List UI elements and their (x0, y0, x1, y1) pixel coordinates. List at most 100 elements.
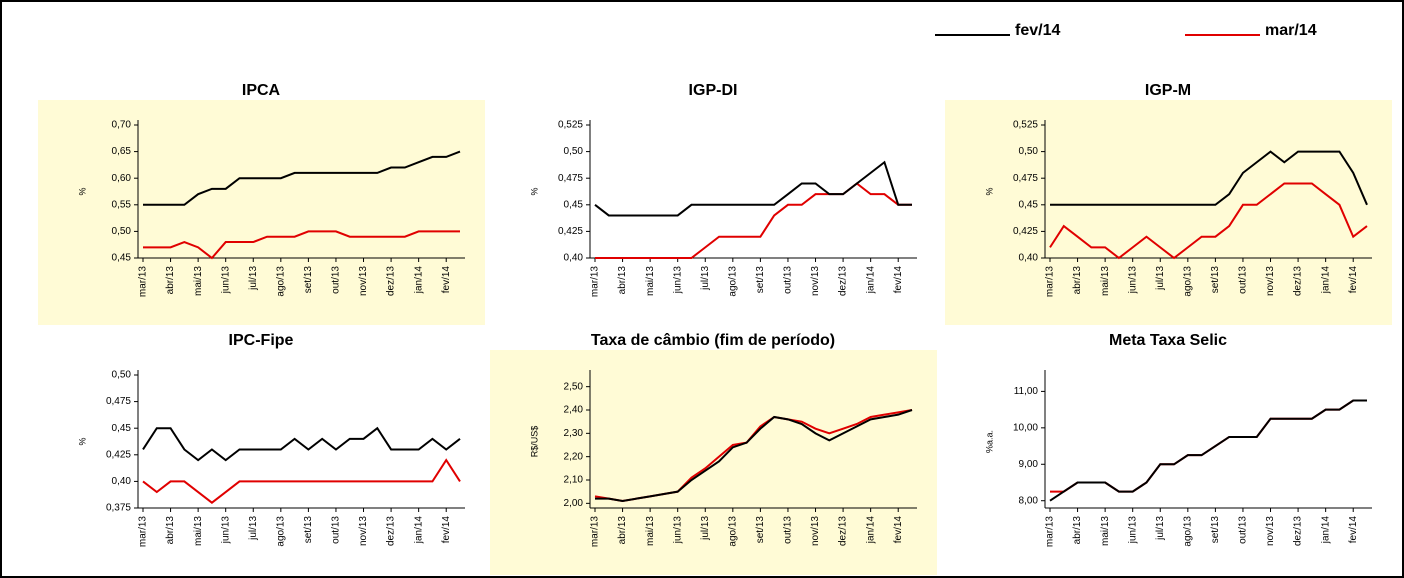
y-axis-label: %a.a. (984, 430, 994, 453)
x-tick-label: jan/14 (1320, 516, 1331, 545)
x-tick-label: fev/14 (1348, 516, 1359, 544)
chart-title: Meta Taxa Selic (1109, 332, 1227, 349)
y-tick-label: 0,50 (1019, 146, 1039, 157)
y-tick-label: 0,40 (112, 476, 132, 487)
y-tick-label: 0,40 (1019, 253, 1039, 264)
series-line (143, 150, 461, 206)
panel-background (38, 350, 485, 575)
y-tick-label: 0,475 (1013, 173, 1038, 184)
x-tick-label: jul/13 (700, 266, 711, 291)
y-axis-label: % (529, 187, 539, 195)
y-tick-label: 11,00 (1014, 386, 1039, 397)
chart-title: Taxa de câmbio (fim de período) (591, 332, 835, 349)
x-tick-label: out/13 (783, 266, 794, 294)
x-tick-label: nov/13 (810, 516, 821, 546)
y-tick-label: 0,425 (1013, 226, 1038, 237)
x-tick-label: mai/13 (645, 516, 656, 546)
x-tick-label: mar/13 (590, 266, 601, 298)
x-tick-label: out/13 (783, 516, 794, 544)
x-tick-label: mar/13 (138, 266, 149, 298)
x-tick-label: mai/13 (645, 266, 656, 296)
x-tick-label: mai/13 (193, 266, 204, 296)
x-tick-label: jun/13 (220, 266, 231, 295)
y-tick-label: 10,00 (1013, 422, 1038, 433)
y-tick-label: 2,40 (564, 405, 584, 416)
x-tick-label: dez/13 (1293, 516, 1304, 546)
x-tick-label: jul/13 (248, 516, 259, 541)
legend-label: mar/14 (1265, 22, 1317, 39)
x-tick-label: abr/13 (165, 266, 176, 295)
x-tick-label: abr/13 (1072, 266, 1083, 295)
x-tick-label: out/13 (331, 516, 342, 544)
x-tick-label: fev/14 (1348, 266, 1359, 294)
x-tick-label: mai/13 (1100, 266, 1111, 296)
series-line (1049, 399, 1367, 502)
y-axis-label: % (77, 187, 87, 195)
y-tick-label: 2,30 (564, 428, 584, 439)
y-tick-label: 0,55 (112, 199, 132, 210)
y-tick-label: 0,45 (564, 199, 584, 210)
x-tick-label: nov/13 (1265, 266, 1276, 296)
series-line (1049, 182, 1368, 260)
chart-title: IPC-Fipe (229, 332, 294, 349)
x-tick-label: jan/14 (413, 516, 424, 545)
x-tick-label: abr/13 (617, 516, 628, 545)
x-tick-label: abr/13 (1072, 516, 1083, 545)
x-tick-label: nov/13 (358, 516, 369, 546)
panel-background (38, 100, 485, 325)
series-line (1050, 150, 1368, 206)
chart-title: IGP-DI (689, 82, 738, 99)
y-tick-label: 0,475 (106, 396, 131, 407)
y-tick-label: 0,50 (112, 226, 132, 237)
x-tick-label: dez/13 (386, 266, 397, 296)
x-tick-label: dez/13 (838, 516, 849, 546)
y-tick-label: 0,45 (112, 253, 132, 264)
x-tick-label: jul/13 (248, 266, 259, 291)
x-tick-label: ago/13 (727, 266, 738, 297)
x-tick-label: fev/14 (441, 266, 452, 294)
x-tick-label: out/13 (1238, 266, 1249, 294)
x-tick-label: dez/13 (838, 266, 849, 296)
x-tick-label: nov/13 (810, 266, 821, 296)
y-tick-label: 2,20 (564, 451, 584, 462)
x-tick-label: jul/13 (1155, 266, 1166, 291)
y-axis-label: R$/US$ (529, 426, 539, 458)
x-tick-label: jan/14 (1320, 266, 1331, 295)
y-tick-label: 8,00 (1019, 495, 1039, 506)
y-tick-label: 0,425 (558, 226, 583, 237)
x-tick-label: nov/13 (358, 266, 369, 296)
x-tick-label: jun/13 (220, 516, 231, 545)
x-tick-label: fev/14 (441, 516, 452, 544)
x-tick-label: ago/13 (1182, 516, 1193, 547)
y-tick-label: 0,475 (558, 173, 583, 184)
x-tick-label: set/13 (303, 516, 314, 544)
y-tick-label: 0,50 (112, 370, 132, 381)
y-tick-label: 0,60 (112, 173, 132, 184)
y-tick-label: 0,50 (564, 146, 584, 157)
x-tick-label: set/13 (755, 516, 766, 544)
y-tick-label: 0,45 (112, 423, 132, 434)
x-tick-label: ago/13 (727, 516, 738, 547)
x-tick-label: jun/13 (672, 266, 683, 295)
series-line (594, 160, 912, 217)
x-tick-label: jun/13 (1127, 266, 1138, 295)
x-tick-label: ago/13 (1182, 266, 1193, 297)
y-tick-label: 9,00 (1019, 459, 1039, 470)
series-line (143, 230, 460, 260)
legend-label: fev/14 (1015, 22, 1060, 39)
x-tick-label: jun/13 (1127, 516, 1138, 545)
panel-background (490, 100, 937, 325)
x-tick-label: ago/13 (275, 266, 286, 297)
series-line (142, 426, 461, 462)
x-tick-label: out/13 (331, 266, 342, 294)
x-tick-label: fev/14 (893, 516, 904, 544)
x-tick-label: set/13 (303, 266, 314, 294)
panel-background (945, 100, 1392, 325)
x-tick-label: abr/13 (617, 266, 628, 295)
x-tick-label: mai/13 (1100, 516, 1111, 546)
y-tick-label: 0,375 (106, 503, 131, 514)
x-tick-label: jan/14 (865, 516, 876, 545)
x-tick-label: jun/13 (672, 516, 683, 545)
x-tick-label: dez/13 (1293, 266, 1304, 296)
